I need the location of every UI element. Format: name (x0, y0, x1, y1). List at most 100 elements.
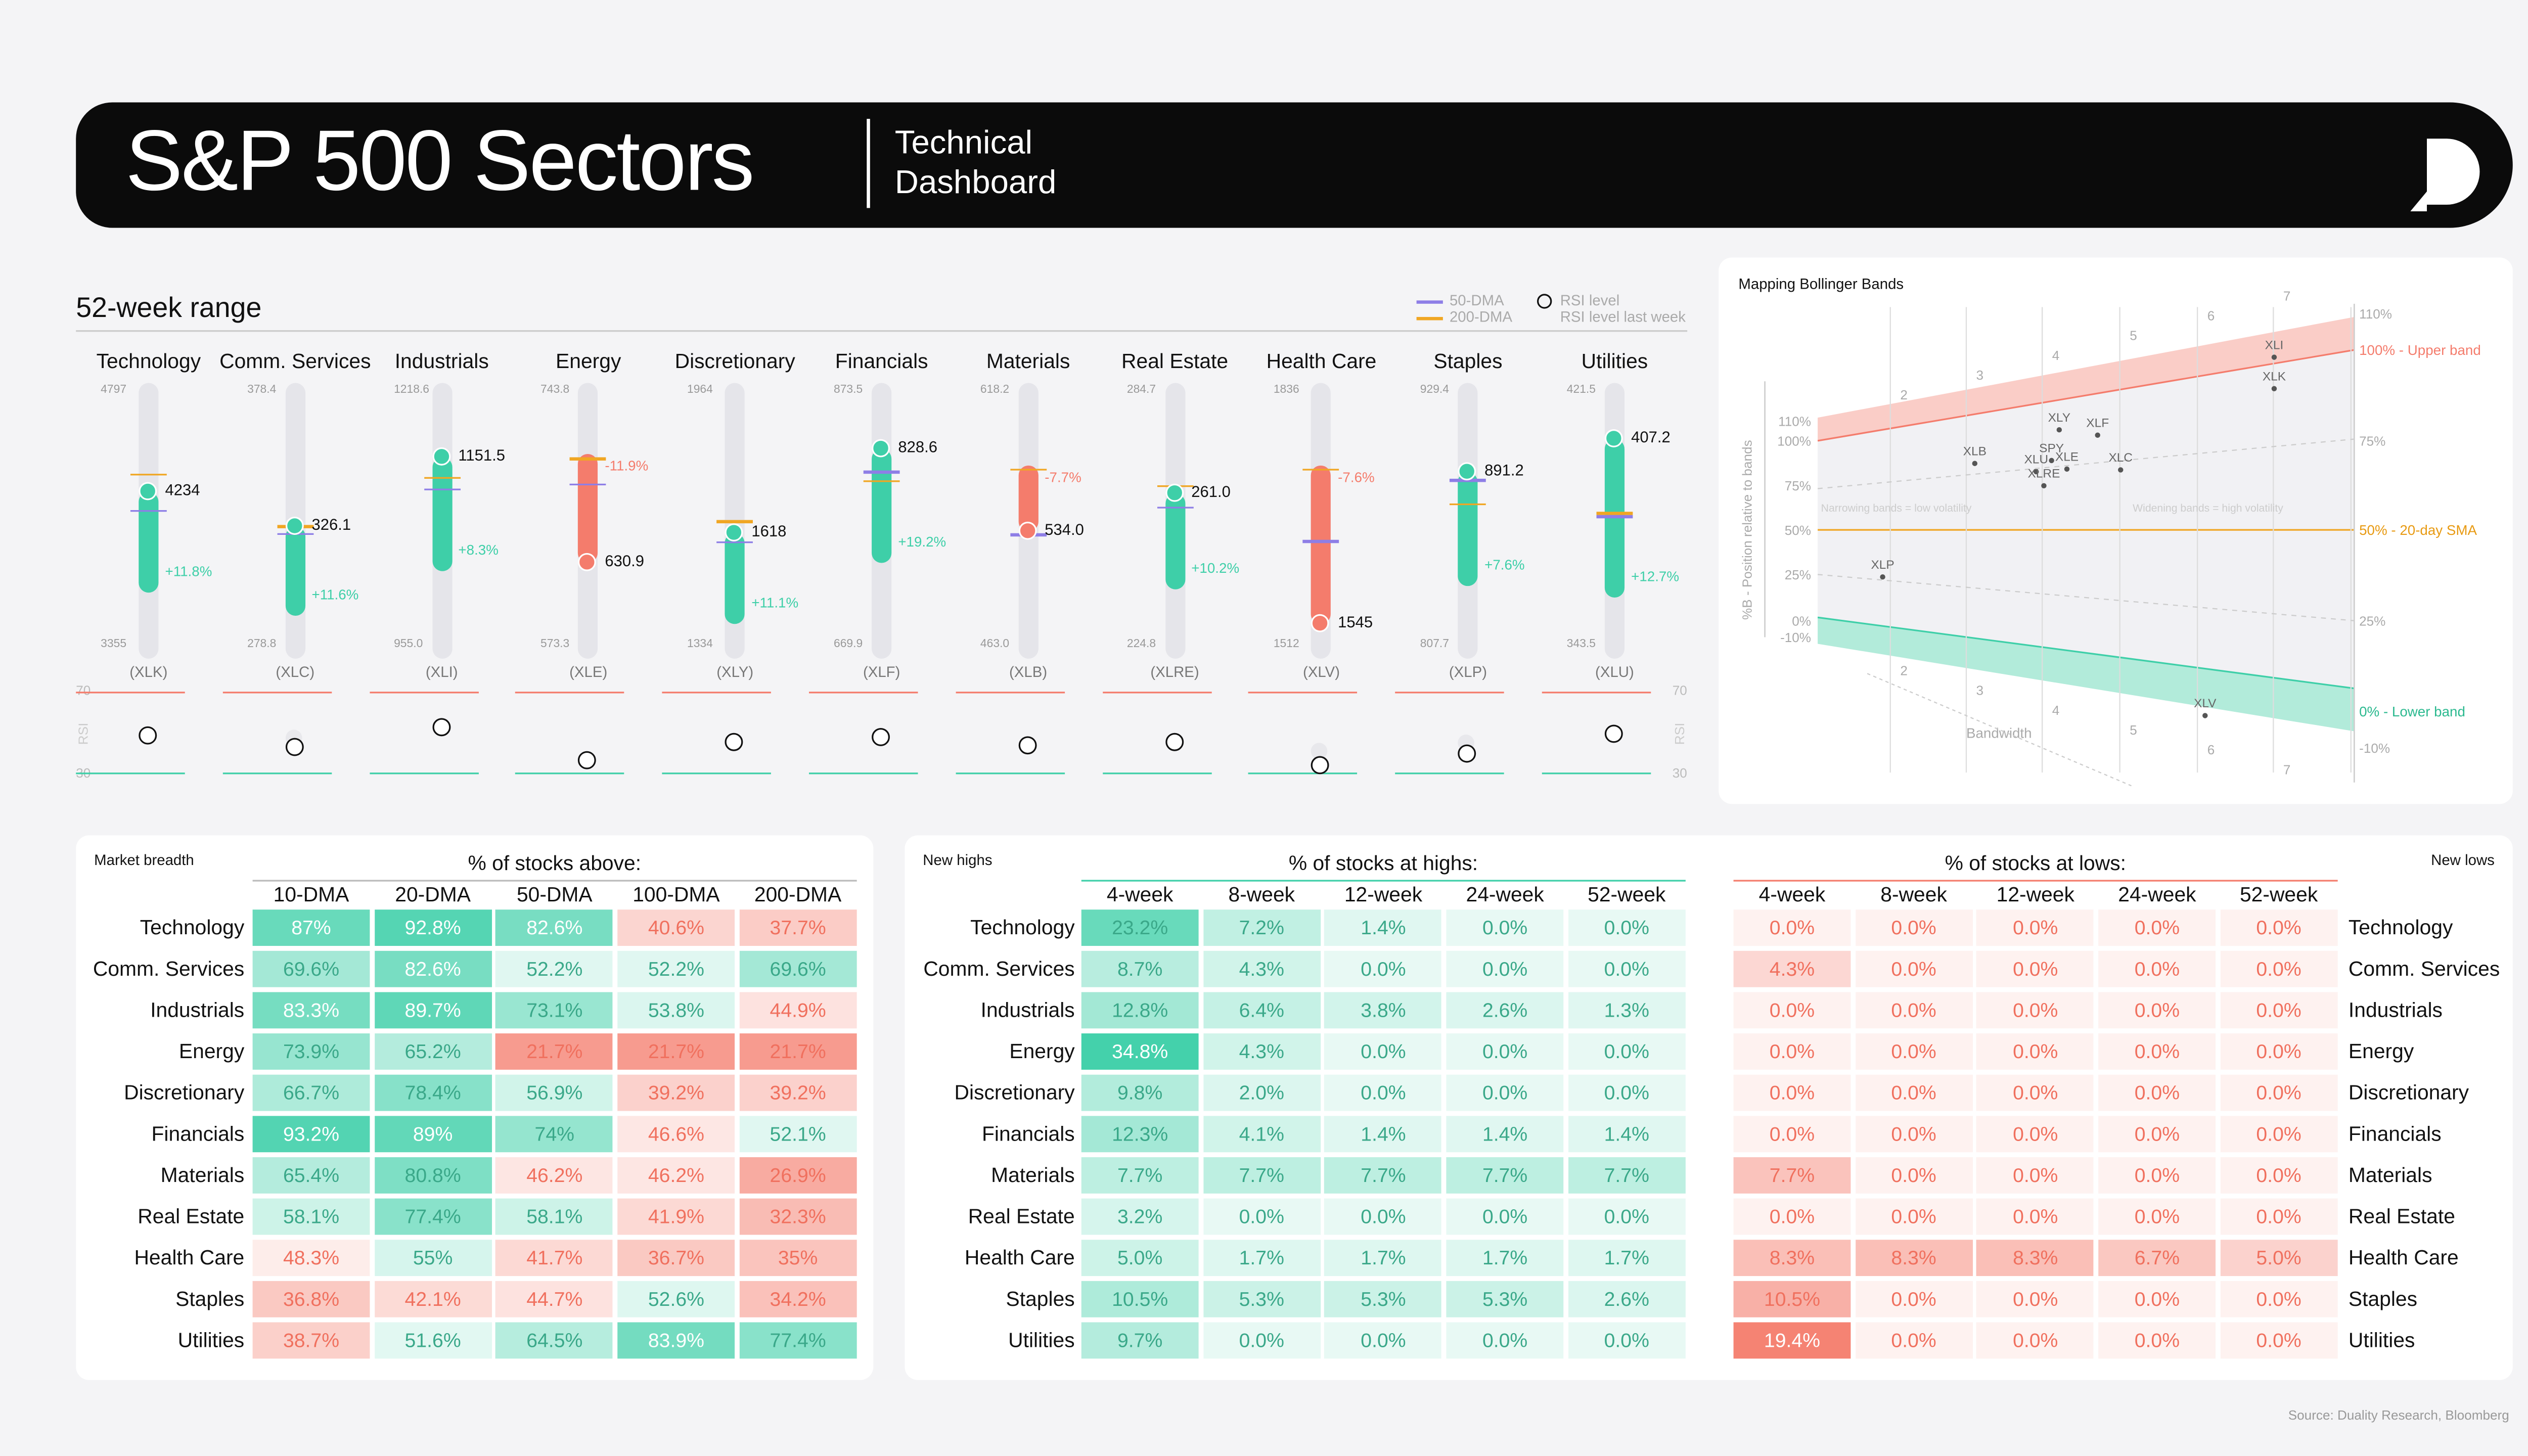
table-cell: 0.0% (2098, 1116, 2216, 1153)
sector-name: Utilities (1581, 350, 1648, 373)
table-cell: 6.7% (2098, 1240, 2216, 1277)
table-cell: 26.9% (739, 1157, 857, 1194)
table-cell: 39.2% (739, 1074, 857, 1111)
point-label: XLU (2024, 453, 2048, 467)
table-cell: 48.3% (252, 1240, 370, 1277)
range-bar (1164, 493, 1185, 589)
price-label: 1151.5 (458, 447, 506, 466)
table-cell: 65.2% (374, 1033, 492, 1070)
rsi-line-70 (1102, 692, 1211, 694)
table-cell: 2.6% (1568, 1281, 1686, 1317)
table-cell: 77.4% (374, 1198, 492, 1235)
rsi-marker (725, 732, 743, 751)
row-label: Energy (1009, 1040, 1075, 1063)
low-label: 463.0 (980, 639, 1010, 651)
row-label: Staples (1006, 1287, 1075, 1311)
group-header-rule (1733, 880, 2338, 882)
bandwidth-tick-top: 7 (2283, 288, 2291, 303)
table-cell: 0.0% (2098, 992, 2216, 1029)
table-cell: 39.2% (617, 1074, 735, 1111)
row-label: Financials (151, 1122, 245, 1146)
y-tick-left: 25% (1785, 567, 1811, 582)
table-cell: 0.0% (1203, 1322, 1321, 1359)
bandwidth-arrow (1867, 673, 2132, 787)
rsi-line-70 (1248, 692, 1358, 694)
change-label: +11.6% (311, 585, 359, 603)
table-cell: 0.0% (1446, 1033, 1564, 1070)
x-axis-label: Bandwidth (1966, 725, 2032, 741)
table-cell: 0.0% (1855, 950, 1973, 987)
high-label: 743.8 (540, 384, 570, 396)
point-label: XLE (2055, 450, 2079, 464)
low-label: 278.8 (247, 639, 277, 651)
table-cell: 53.8% (617, 992, 735, 1029)
price-label: 326.1 (311, 517, 351, 536)
low-label: 807.7 (1420, 639, 1450, 651)
point-label: XLC (2108, 451, 2133, 465)
rsi-marker (1018, 736, 1036, 755)
high-label: 4797 (101, 384, 127, 396)
change-label: +8.3% (458, 541, 499, 558)
table-cell: 5.3% (1325, 1281, 1442, 1317)
table-cell: 58.1% (495, 1198, 613, 1235)
column-header: 24-week (1466, 883, 1544, 906)
table-cell: 0.0% (2098, 1157, 2216, 1194)
change-label: +19.2% (898, 532, 946, 549)
table-cell: 0.0% (1855, 1157, 1973, 1194)
table-cell: 0.0% (1733, 909, 1851, 946)
table-cell: 0.0% (1976, 1198, 2094, 1235)
table-cell: 7.2% (1203, 909, 1321, 946)
rsi-line-30 (1395, 772, 1505, 775)
table-cell: 38.7% (252, 1322, 370, 1359)
scatter-point (2202, 713, 2208, 718)
legend-rsi-last-label: RSI level last week (1560, 308, 1686, 326)
table-cell: 32.3% (739, 1198, 857, 1235)
table-cell: 69.6% (739, 950, 857, 987)
rsi-axis-label-right: RSI (1673, 722, 1688, 745)
group-header-rule (1081, 880, 1686, 882)
table-cell: 10.5% (1081, 1281, 1199, 1317)
table-cell: 36.7% (617, 1240, 735, 1277)
wide-note: Widening bands = high volatility (2133, 503, 2283, 514)
table-cell: 7.7% (1733, 1157, 1851, 1194)
table-cell: 5.0% (2220, 1240, 2338, 1277)
dma200-line (130, 473, 167, 476)
rsi-axis-70-left: 70 (76, 683, 91, 699)
table-cell: 80.8% (374, 1157, 492, 1194)
column-header: 4-week (1106, 883, 1173, 906)
sector-name: Comm. Services (219, 350, 371, 373)
column-header: 200-DMA (754, 883, 842, 906)
low-label: 1512 (1273, 639, 1299, 651)
row-label: Technology (970, 916, 1075, 939)
table-cell: 7.7% (1325, 1157, 1442, 1194)
table-cell: 0.0% (2220, 1116, 2338, 1153)
price-marker (285, 517, 304, 536)
table-cell: 6.4% (1203, 992, 1321, 1029)
rsi-axis-30-right: 30 (1672, 766, 1687, 781)
upper-band-label: 100% - Upper band (2359, 342, 2481, 358)
range-bar (139, 492, 159, 592)
table-cell: 0.0% (2220, 1322, 2338, 1359)
table-cell: 82.6% (374, 950, 492, 987)
price-label: 534.0 (1045, 522, 1084, 540)
low-label: 1334 (687, 639, 713, 651)
table-cell: 77.4% (739, 1322, 857, 1359)
table-cell: 52.1% (739, 1116, 857, 1153)
table-cell: 0.0% (1855, 1033, 1973, 1070)
table-cell: 0.0% (1446, 1198, 1564, 1235)
sector-name: Financials (835, 350, 928, 373)
rsi-line-30 (808, 772, 918, 775)
row-label: Discretionary (954, 1081, 1075, 1105)
change-label: +11.8% (165, 562, 212, 579)
page-title: S&P 500 Sectors (125, 114, 754, 210)
scatter-point (2095, 432, 2100, 438)
header-bar: S&P 500 Sectors Technical Dashboard (76, 102, 2513, 228)
table-cell: 0.0% (1733, 1198, 1851, 1235)
sector-name: Health Care (1266, 350, 1377, 373)
range-bar (285, 527, 305, 616)
dma200-line (863, 479, 900, 482)
rsi-line-70 (76, 692, 185, 694)
table-cell: 0.0% (1568, 950, 1686, 987)
table-cell: 0.0% (2098, 1281, 2216, 1317)
price-marker (1164, 484, 1183, 503)
